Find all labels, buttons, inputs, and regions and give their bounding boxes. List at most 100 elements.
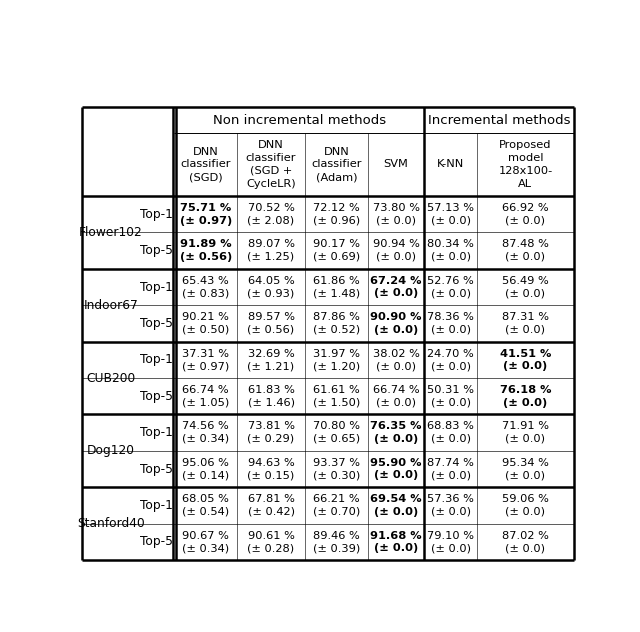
Text: 66.74 %: 66.74 % <box>182 385 229 395</box>
Text: 89.46 %: 89.46 % <box>313 530 360 540</box>
Text: 90.67 %: 90.67 % <box>182 530 229 540</box>
Text: 68.05 %: 68.05 % <box>182 494 229 504</box>
Text: 66.92 %: 66.92 % <box>502 203 548 213</box>
Text: Dog120: Dog120 <box>86 444 134 458</box>
Text: (± 0.0): (± 0.0) <box>374 543 418 553</box>
Text: 90.21 %: 90.21 % <box>182 312 229 322</box>
Text: Incremental methods: Incremental methods <box>428 114 570 126</box>
Text: 79.10 %: 79.10 % <box>428 530 474 540</box>
Text: 70.80 %: 70.80 % <box>313 422 360 431</box>
Text: 37.31 %: 37.31 % <box>182 348 229 358</box>
Text: 87.31 %: 87.31 % <box>502 312 549 322</box>
Text: DNN
classifier
(SGD +
CycleLR): DNN classifier (SGD + CycleLR) <box>246 140 296 188</box>
Text: Proposed
model
128x100-
AL: Proposed model 128x100- AL <box>499 140 552 188</box>
Text: 75.71 %: 75.71 % <box>180 203 231 213</box>
Text: 76.18 %: 76.18 % <box>500 385 551 395</box>
Text: (± 0.29): (± 0.29) <box>248 434 294 444</box>
Text: 74.56 %: 74.56 % <box>182 422 229 431</box>
Text: 68.83 %: 68.83 % <box>428 422 474 431</box>
Text: 64.05 %: 64.05 % <box>248 276 294 286</box>
Text: (± 0.0): (± 0.0) <box>506 252 545 262</box>
Text: (± 0.0): (± 0.0) <box>431 288 471 298</box>
Text: 57.13 %: 57.13 % <box>428 203 474 213</box>
Text: Top-5: Top-5 <box>140 317 173 330</box>
Text: 90.61 %: 90.61 % <box>248 530 294 540</box>
Text: (± 0.0): (± 0.0) <box>374 325 418 335</box>
Text: (± 0.0): (± 0.0) <box>431 470 471 480</box>
Text: SVM: SVM <box>383 159 408 169</box>
Text: (± 0.0): (± 0.0) <box>431 434 471 444</box>
Text: 89.07 %: 89.07 % <box>248 240 294 249</box>
Text: DNN
classifier
(Adam): DNN classifier (Adam) <box>311 147 362 182</box>
Text: (± 0.0): (± 0.0) <box>506 216 545 226</box>
Text: K-NN: K-NN <box>437 159 465 169</box>
Text: (± 0.0): (± 0.0) <box>431 543 471 553</box>
Text: 73.81 %: 73.81 % <box>248 422 294 431</box>
Text: (± 1.20): (± 1.20) <box>313 361 360 371</box>
Text: Non incremental methods: Non incremental methods <box>212 114 386 126</box>
Text: 61.86 %: 61.86 % <box>313 276 360 286</box>
Text: (± 0.0): (± 0.0) <box>503 398 548 408</box>
Text: (± 0.65): (± 0.65) <box>313 434 360 444</box>
Text: 73.80 %: 73.80 % <box>372 203 419 213</box>
Text: (± 0.56): (± 0.56) <box>248 325 294 335</box>
Text: (± 0.0): (± 0.0) <box>506 288 545 298</box>
Text: 71.91 %: 71.91 % <box>502 422 549 431</box>
Text: (± 0.54): (± 0.54) <box>182 507 229 517</box>
Text: (± 0.0): (± 0.0) <box>374 288 418 298</box>
Text: 66.74 %: 66.74 % <box>372 385 419 395</box>
Text: (± 1.05): (± 1.05) <box>182 398 229 408</box>
Text: (± 0.39): (± 0.39) <box>313 543 360 553</box>
Text: Top-5: Top-5 <box>140 390 173 403</box>
Text: 70.52 %: 70.52 % <box>248 203 294 213</box>
Text: 61.61 %: 61.61 % <box>313 385 360 395</box>
Text: (± 0.34): (± 0.34) <box>182 434 229 444</box>
Text: (± 0.0): (± 0.0) <box>374 507 418 517</box>
Text: 52.76 %: 52.76 % <box>428 276 474 286</box>
Text: 95.34 %: 95.34 % <box>502 458 549 468</box>
Text: Top-1: Top-1 <box>140 353 173 367</box>
Text: (± 0.0): (± 0.0) <box>376 216 416 226</box>
Text: 87.86 %: 87.86 % <box>313 312 360 322</box>
Text: DNN
classifier
(SGD): DNN classifier (SGD) <box>180 147 231 182</box>
Text: 93.37 %: 93.37 % <box>313 458 360 468</box>
Text: 50.31 %: 50.31 % <box>428 385 474 395</box>
Text: 91.68 %: 91.68 % <box>370 530 422 540</box>
Text: (± 0.0): (± 0.0) <box>376 398 416 408</box>
Text: (± 0.0): (± 0.0) <box>506 507 545 517</box>
Text: (± 0.0): (± 0.0) <box>506 543 545 553</box>
Text: (± 0.28): (± 0.28) <box>248 543 294 553</box>
Text: (± 0.97): (± 0.97) <box>182 361 229 371</box>
Text: (± 0.96): (± 0.96) <box>313 216 360 226</box>
Text: 87.48 %: 87.48 % <box>502 240 549 249</box>
Text: 59.06 %: 59.06 % <box>502 494 549 504</box>
Text: 69.54 %: 69.54 % <box>370 494 422 504</box>
Text: (± 0.0): (± 0.0) <box>431 398 471 408</box>
Text: 32.69 %: 32.69 % <box>248 348 294 358</box>
Text: 87.02 %: 87.02 % <box>502 530 549 540</box>
Text: 24.70 %: 24.70 % <box>428 348 474 358</box>
Text: (± 0.0): (± 0.0) <box>376 252 416 262</box>
Text: (± 1.46): (± 1.46) <box>248 398 294 408</box>
Text: (± 0.97): (± 0.97) <box>180 216 232 226</box>
Text: (± 0.70): (± 0.70) <box>313 507 360 517</box>
Text: (± 0.56): (± 0.56) <box>180 252 232 262</box>
Text: CUB200: CUB200 <box>86 372 135 384</box>
Text: (± 0.0): (± 0.0) <box>506 470 545 480</box>
Text: (± 0.69): (± 0.69) <box>313 252 360 262</box>
Text: Flower102: Flower102 <box>79 226 143 239</box>
Text: 56.49 %: 56.49 % <box>502 276 548 286</box>
Text: (± 0.93): (± 0.93) <box>248 288 294 298</box>
Text: (± 0.83): (± 0.83) <box>182 288 229 298</box>
Text: 72.12 %: 72.12 % <box>313 203 360 213</box>
Text: 38.02 %: 38.02 % <box>372 348 419 358</box>
Text: (± 1.25): (± 1.25) <box>248 252 294 262</box>
Text: Top-5: Top-5 <box>140 535 173 549</box>
Text: Top-1: Top-1 <box>140 499 173 512</box>
Text: Top-1: Top-1 <box>140 281 173 293</box>
Text: 31.97 %: 31.97 % <box>313 348 360 358</box>
Text: 76.35 %: 76.35 % <box>371 422 422 431</box>
Text: 66.21 %: 66.21 % <box>313 494 360 504</box>
Text: (± 0.34): (± 0.34) <box>182 543 229 553</box>
Text: Top-5: Top-5 <box>140 463 173 475</box>
